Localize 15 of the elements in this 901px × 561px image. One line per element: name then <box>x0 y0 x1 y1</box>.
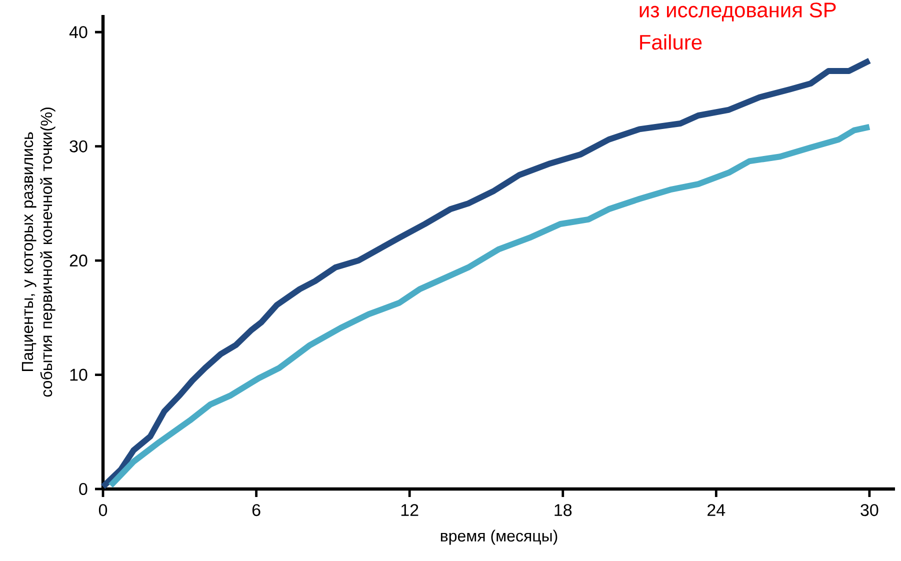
y-tick-label: 0 <box>79 482 88 495</box>
annotation: Failure <box>640 34 702 50</box>
y-tick-label: 10 <box>70 368 88 381</box>
y-tick-label: 40 <box>69 26 88 38</box>
x-tick-label: 18 <box>554 504 572 516</box>
x-tick-label: 12 <box>401 504 418 516</box>
x-tick-label: 6 <box>252 504 260 516</box>
annotation: из исследования SP <box>640 2 836 22</box>
y-axis-title: Пациенты, у которых развились события первичной конечной точки(%) <box>22 108 56 397</box>
x-axis-title: время (месяцы) <box>440 530 558 545</box>
x-tick-label: 30 <box>860 504 878 516</box>
x-tick-label: 0 <box>98 504 108 516</box>
x-tick-label: 24 <box>708 504 726 516</box>
y-tick-label: 20 <box>70 254 88 267</box>
y-tick-label: 30 <box>70 140 88 152</box>
